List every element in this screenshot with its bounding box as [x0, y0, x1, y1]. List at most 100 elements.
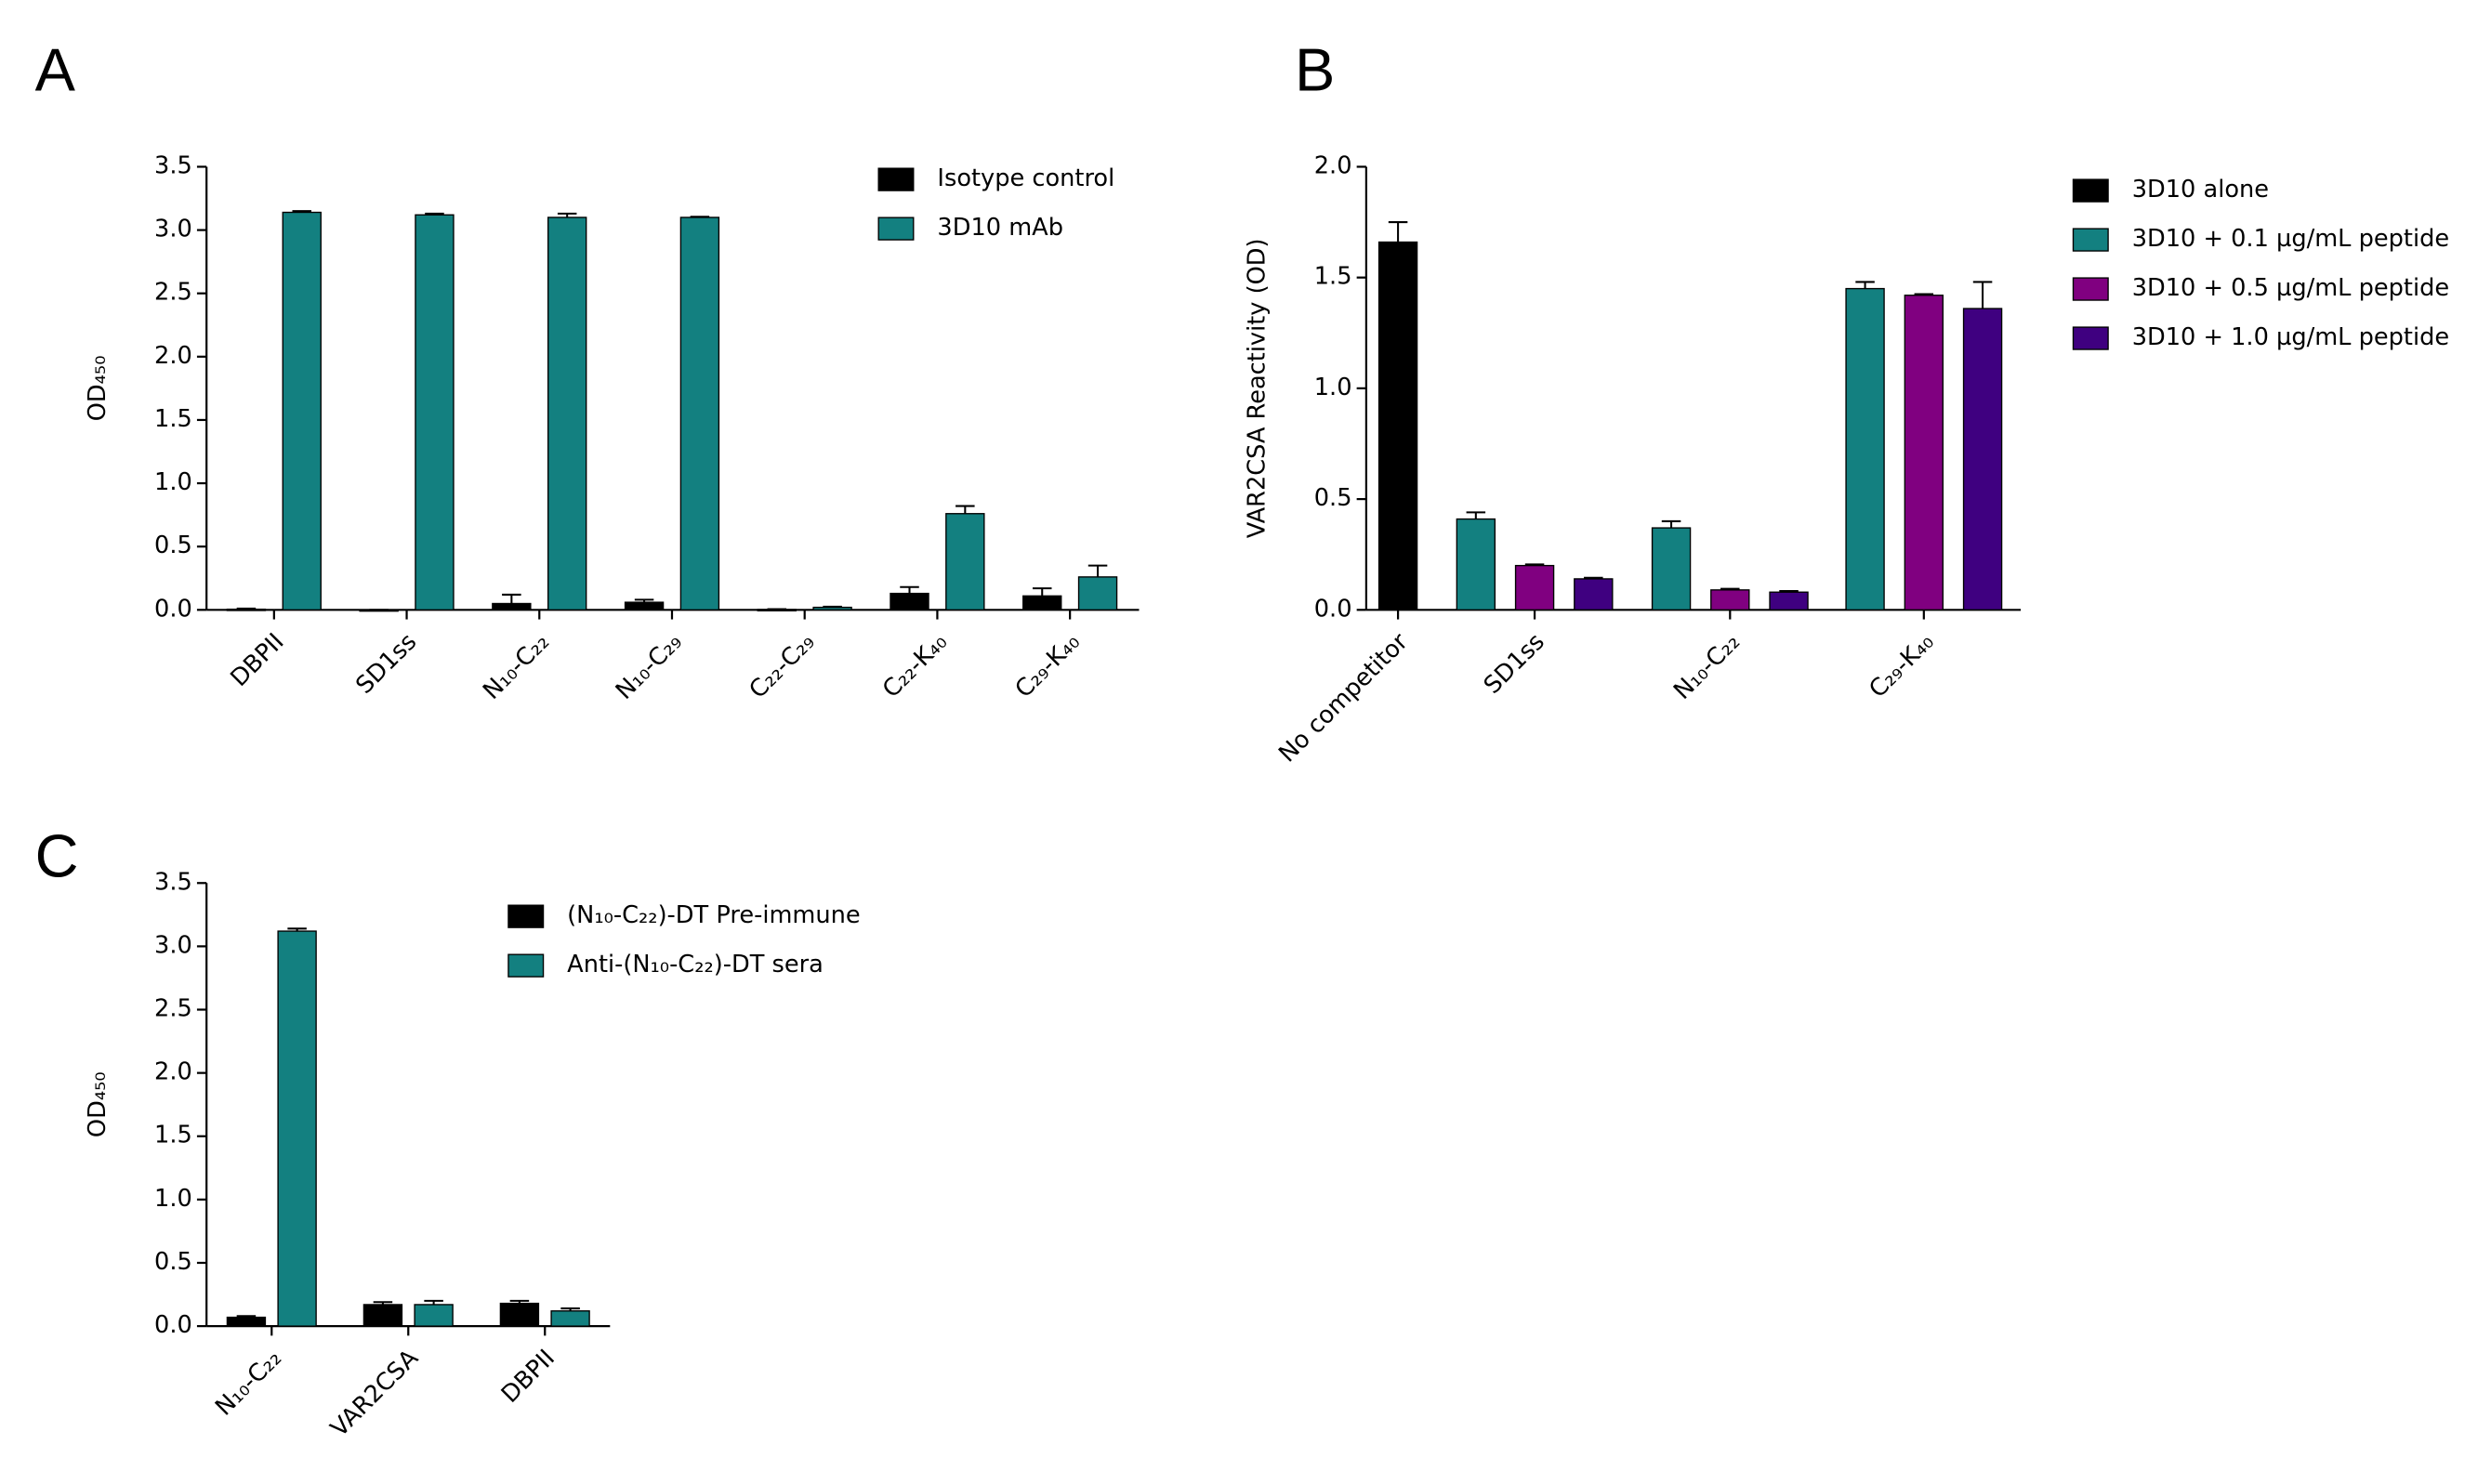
error-bar	[424, 1299, 443, 1305]
bar	[1651, 527, 1692, 611]
y-tick-label: 2.5	[154, 995, 192, 1023]
legend-label: 3D10 mAb	[937, 214, 1063, 242]
bar	[890, 592, 929, 611]
legend-label: 3D10 + 1.0 µg/mL peptide	[2132, 323, 2449, 351]
error-bar	[900, 585, 919, 594]
x-tick-label: DBPII	[496, 1345, 560, 1409]
y-tick-label: 0.5	[154, 532, 192, 559]
bar	[499, 1302, 540, 1327]
bar	[492, 602, 532, 611]
x-tick-label: SD1ss	[350, 628, 422, 700]
legend-swatch	[2072, 277, 2109, 301]
bar	[1962, 308, 2003, 611]
panel-label: B	[1295, 35, 1335, 103]
y-tick-label: 0.0	[154, 595, 192, 623]
y-tick-label: 0.5	[154, 1248, 192, 1276]
error-bar	[956, 505, 975, 514]
error-bar	[287, 927, 307, 932]
bar	[1514, 564, 1555, 611]
error-bar	[1972, 281, 1993, 309]
legend-label: 3D10 alone	[2132, 176, 2269, 204]
bar	[624, 601, 665, 611]
y-tick-label: 1.5	[1314, 263, 1352, 291]
y-tick-label: 1.0	[154, 468, 192, 496]
legend-swatch	[2072, 178, 2109, 203]
error-bar	[1855, 281, 1875, 289]
error-bar	[1032, 587, 1052, 597]
y-tick-label: 0.5	[1314, 484, 1352, 512]
bar	[1574, 578, 1614, 611]
error-bar	[634, 598, 654, 603]
error-bar	[1524, 563, 1545, 566]
x-tick-label: C₂₉-K₄₀	[1010, 628, 1086, 703]
panel-label: A	[35, 35, 76, 103]
y-tick-label: 3.0	[154, 931, 192, 959]
bar	[282, 211, 322, 611]
error-bar	[1466, 511, 1486, 519]
legend-label: Isotype control	[937, 164, 1114, 192]
panel-label: C	[35, 821, 79, 889]
legend-swatch	[507, 953, 545, 978]
bar	[1769, 591, 1809, 611]
y-tick-label: 0.0	[1314, 595, 1352, 623]
y-axis-label: OD₄₅₀	[84, 1071, 112, 1137]
x-tick-label: N₁₀-C₂₂	[1668, 628, 1746, 705]
error-bar	[1087, 564, 1108, 577]
y-tick-label: 2.0	[154, 1058, 192, 1086]
bar	[226, 1316, 267, 1327]
legend-swatch	[877, 167, 915, 191]
y-tick-label: 3.0	[154, 216, 192, 243]
bar	[812, 606, 852, 611]
error-bar	[292, 210, 311, 213]
x-tick-label: DBPII	[225, 628, 289, 692]
bar	[1710, 589, 1750, 611]
y-tick-label: 1.5	[154, 405, 192, 433]
x-tick-label: C₂₉-K₄₀	[1864, 628, 1939, 703]
error-bar	[560, 1307, 580, 1311]
y-tick-label: 3.5	[154, 868, 192, 896]
bar	[550, 1310, 590, 1327]
bar	[945, 513, 985, 611]
error-bar	[502, 593, 521, 604]
legend-swatch	[507, 904, 545, 928]
y-tick-label: 1.0	[154, 1185, 192, 1213]
y-tick-label: 2.0	[1314, 151, 1352, 179]
bar	[547, 217, 587, 611]
y-axis-label: OD₄₅₀	[84, 356, 112, 422]
legend-swatch	[2072, 228, 2109, 252]
x-tick-label: N₁₀-C₂₂	[478, 628, 555, 705]
error-bar	[1388, 221, 1408, 243]
x-tick-label: SD1ss	[1479, 628, 1550, 700]
bar	[1377, 241, 1418, 611]
bar	[277, 930, 317, 1327]
x-tick-label: C₂₂-K₄₀	[877, 628, 953, 703]
bar	[1456, 518, 1496, 611]
bar	[679, 217, 720, 611]
y-axis-label: VAR2CSA Reactivity (OD)	[1244, 238, 1272, 538]
legend-label: 3D10 + 0.5 µg/mL peptide	[2132, 274, 2449, 302]
error-bar	[509, 1299, 530, 1304]
x-tick-label: No competitor	[1273, 627, 1414, 768]
error-bar	[1661, 519, 1681, 529]
bar	[1022, 595, 1062, 611]
x-tick-label: VAR2CSA	[325, 1344, 424, 1442]
y-tick-label: 1.5	[154, 1122, 192, 1149]
bar	[1077, 576, 1118, 611]
y-tick-label: 3.5	[154, 151, 192, 179]
bar	[415, 214, 455, 611]
x-tick-label: N₁₀-C₂₂	[210, 1345, 287, 1422]
error-bar	[425, 212, 444, 216]
error-bar	[373, 1301, 393, 1305]
bar	[1904, 295, 1944, 611]
error-bar	[1584, 576, 1603, 579]
error-bar	[1779, 590, 1799, 593]
y-tick-label: 2.0	[154, 342, 192, 370]
error-bar	[236, 607, 257, 610]
error-bar	[1720, 587, 1740, 590]
y-tick-label: 0.0	[154, 1311, 192, 1339]
error-bar	[236, 1315, 257, 1318]
bar	[362, 1304, 403, 1327]
legend-label: Anti-(N₁₀-C₂₂)-DT sera	[567, 951, 824, 978]
